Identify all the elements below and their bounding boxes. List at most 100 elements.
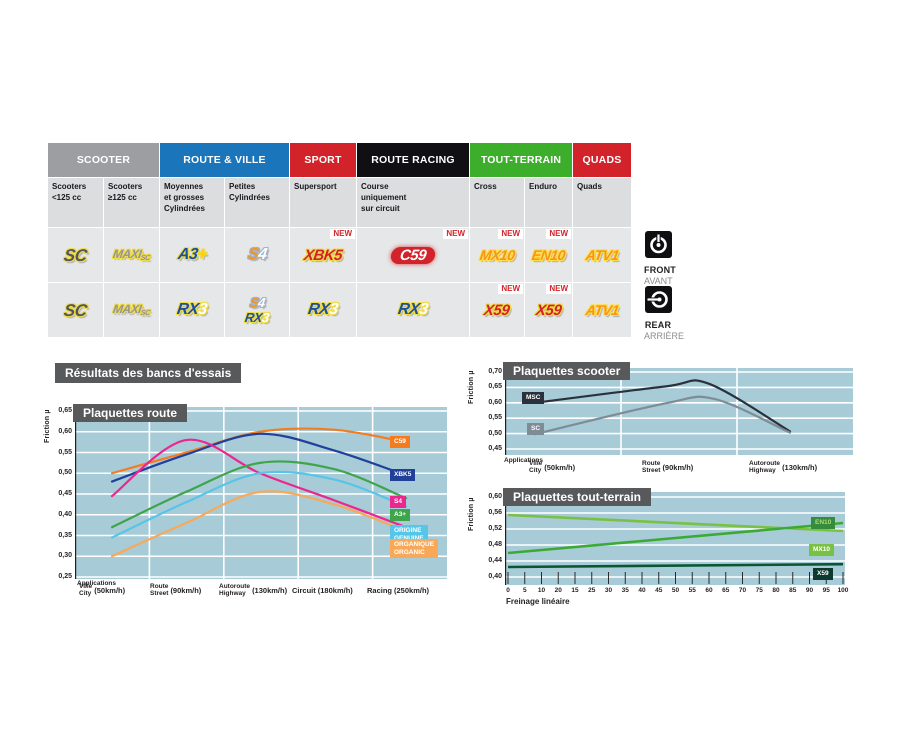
pad-cell-front: S4 — [225, 228, 289, 282]
series-line-msc — [533, 379, 792, 433]
pad-cell-rear: SC — [48, 283, 103, 337]
series-line-organique-organic — [110, 490, 408, 558]
series-label-c59: C59 — [390, 436, 410, 448]
product-logo-x59: X59 — [483, 302, 511, 319]
x-tick-label: 40 — [638, 587, 646, 594]
pad-cell-front: MAXISC — [104, 228, 159, 282]
x-category-label-circuit: Circuit (180km/h) — [292, 586, 353, 595]
new-badge: NEW — [498, 229, 523, 239]
logo-text: MAXI — [111, 302, 142, 317]
x-tick-label: 80 — [772, 587, 780, 594]
y-axis-label: Friction µ — [468, 370, 475, 404]
y-axis-label: Friction µ — [44, 409, 51, 443]
new-badge: NEW — [546, 229, 571, 239]
pad-cell-rear: ATV1 — [573, 283, 631, 337]
x-tick-label: 60 — [705, 587, 713, 594]
series-label-line: ORGANIC — [394, 548, 425, 556]
logo-text: 4 — [256, 246, 268, 263]
series-label-msc: MSC — [522, 392, 545, 404]
y-tick-label: 0,45 — [488, 445, 502, 452]
series-line-sc — [533, 395, 792, 436]
x-tick-label: 85 — [789, 587, 797, 594]
series-line-mx10 — [507, 521, 844, 555]
series-label-line: SC — [531, 425, 541, 432]
category-header-tout-terrain: TOUT-TERRAIN — [470, 143, 572, 177]
y-tick-label: 0,30 — [58, 552, 72, 560]
pad-cell-front: A3+ — [160, 228, 224, 282]
product-logo-rx3: RX3 — [397, 301, 429, 318]
chart-canvas-plaquettes-scooter — [505, 368, 853, 455]
product-logo-a3plus: A3+ — [177, 246, 208, 263]
x-axis-caption: Applications — [504, 457, 544, 464]
pad-cell-rear: NEW X59 — [525, 283, 572, 337]
rear-legend: REAR ARRIÈRE — [644, 286, 685, 341]
product-logo-sc: SC — [62, 300, 89, 320]
chart-title-plaquettes-route: Plaquettes route — [73, 404, 188, 422]
front-legend: FRONT AVANT — [644, 231, 676, 286]
series-label-line: XBK5 — [394, 471, 412, 478]
subcategory-header-quads: Quads — [573, 178, 631, 227]
series-label-x59: X59 — [813, 568, 833, 580]
category-en: Street — [642, 466, 661, 474]
logo-text: SC — [62, 300, 89, 320]
x-tick-label: 100 — [837, 587, 849, 594]
x-tick-label: 90 — [805, 587, 814, 594]
x-category-label-racing: Racing (250km/h) — [367, 586, 429, 595]
product-logo-maxisc: MAXISC — [112, 247, 151, 262]
x-tick-label: 65 — [722, 587, 730, 594]
series-label-line: S4 — [394, 498, 402, 505]
pad-cell-front: SC — [48, 228, 103, 282]
rear-disc-icon — [644, 286, 672, 313]
logo-text: X59 — [534, 301, 563, 319]
product-logo-s4: S4 — [247, 246, 268, 263]
x-tick-label: 15 — [571, 587, 579, 594]
series-label-mx10: MX10 — [809, 544, 834, 556]
x-tick-label: 20 — [554, 587, 562, 594]
x-category-label-route: Route Street (90km/h) — [150, 583, 201, 597]
y-tick-label: 0,65 — [488, 383, 502, 391]
x-category-label-autoroute: Autoroute Highway (130km/h) — [749, 460, 817, 474]
x-tick-label: 45 — [655, 587, 663, 594]
series-label-line: EN10 — [815, 519, 832, 526]
subcategory-header-moyennes: Moyennes et grosses Cylindrées — [160, 178, 224, 227]
logo-text: C59 — [398, 246, 428, 264]
category-header-sport: SPORT — [290, 143, 356, 177]
y-tick-label: 0,40 — [488, 573, 502, 580]
y-tick-label: 0,48 — [488, 541, 502, 548]
subcategory-header-cross: Cross — [470, 178, 524, 227]
series-label-line: ORGANIQUE — [394, 541, 435, 548]
chart-canvas-plaquettes-tout-terrain — [505, 492, 845, 585]
category-header-quads: QUADS — [573, 143, 631, 177]
x-tick-label: 5 — [522, 587, 527, 594]
series-label-line: A3+ — [394, 511, 407, 518]
series-line-origine-genuine — [110, 470, 408, 539]
logo-text: EN10 — [530, 247, 567, 263]
category-speed: (180km/h) — [317, 586, 353, 595]
rear-sublabel: ARRIÈRE — [644, 331, 685, 341]
x-category-label-ville: Ville City (50km/h) — [529, 460, 575, 474]
series-label-line: MX10 — [813, 546, 830, 553]
pad-cell-front: ATV1 — [573, 228, 631, 282]
category-speed: (130km/h) — [252, 586, 288, 595]
chart-title-plaquettes-tout-terrain: Plaquettes tout-terrain — [503, 488, 652, 506]
y-tick-label: 0,55 — [488, 414, 502, 422]
chart-title-plaquettes-scooter: Plaquettes scooter — [503, 362, 631, 380]
y-tick-label: 0,35 — [58, 531, 72, 539]
series-label-line: C59 — [394, 438, 406, 445]
x-category-label-ville: Ville City (50km/h) — [79, 583, 125, 597]
application-table: SCOOTER ROUTE & VILLE SPORT ROUTE RACING TOU… — [48, 143, 631, 337]
new-badge: NEW — [546, 284, 571, 294]
y-tick-label: 0,60 — [488, 398, 502, 406]
y-tick-label: 0,70 — [488, 368, 502, 375]
x-tick-label: 0 — [506, 587, 510, 594]
x-tick-label: 35 — [621, 587, 629, 594]
logo-text: 4 — [256, 295, 266, 310]
category-bilingual: Ville City — [79, 583, 92, 597]
series-label-line: ORIGINE — [394, 527, 422, 534]
pad-cell-rear: RX3 — [290, 283, 356, 337]
series-label-xbk5: XBK5 — [390, 469, 416, 481]
y-tick-label: 0,40 — [58, 510, 72, 518]
pad-cell-rear: S4 RX3 — [225, 283, 289, 337]
y-tick-label: 0,52 — [488, 525, 502, 532]
